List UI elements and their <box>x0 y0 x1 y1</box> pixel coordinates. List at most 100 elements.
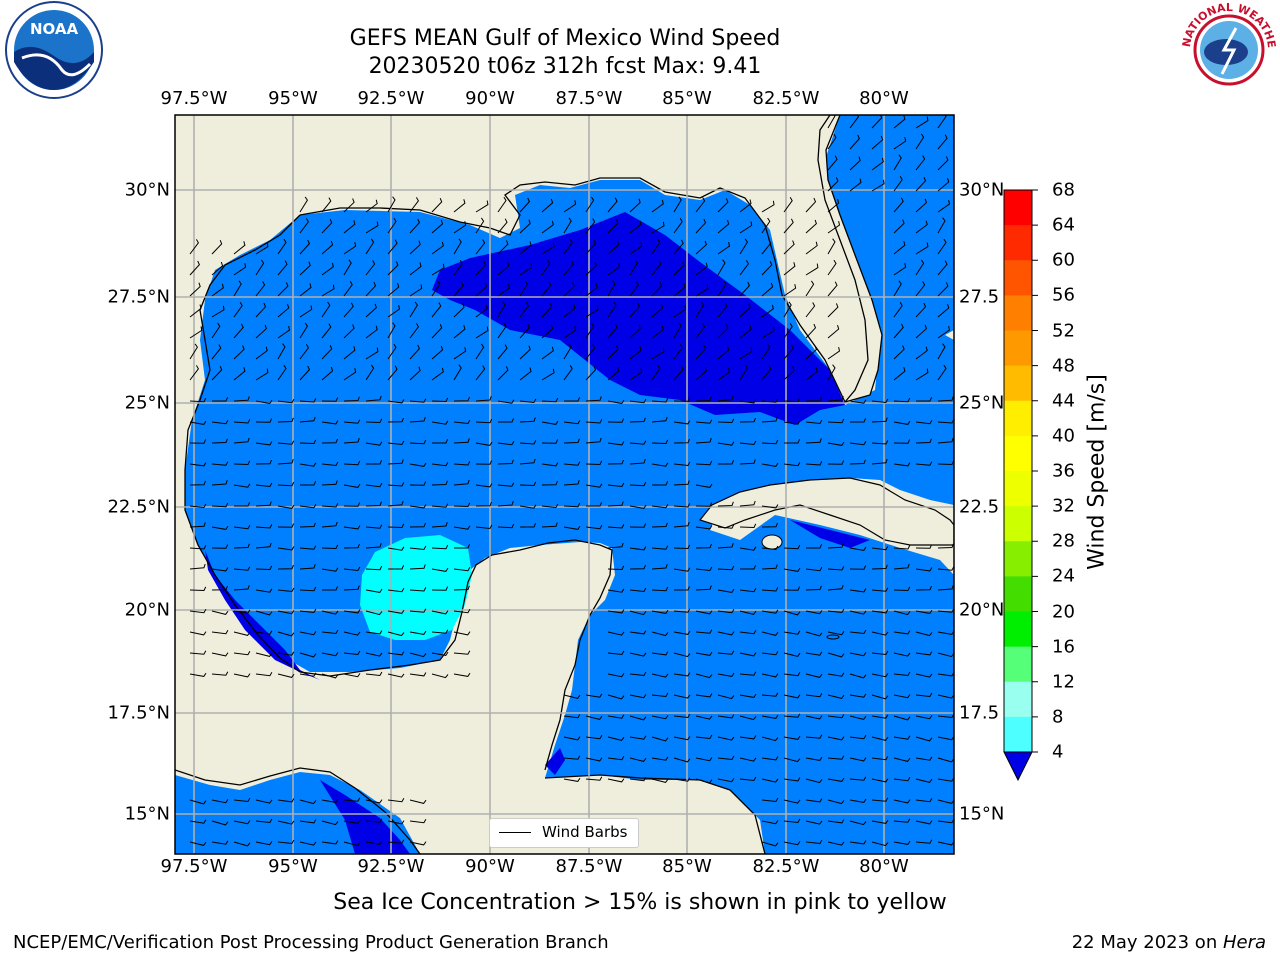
lat-tick-right: 27.5 <box>959 286 1000 308</box>
wind-barb <box>233 673 251 678</box>
wind-barb <box>695 344 707 360</box>
wind-barb <box>717 736 735 741</box>
wind-barb <box>233 301 243 318</box>
wind-barb <box>893 610 911 616</box>
wind-barb <box>387 440 405 446</box>
wind-barb <box>431 503 449 508</box>
wind-barb <box>651 736 669 742</box>
wind-barb <box>783 671 801 677</box>
wind-barb <box>827 755 845 760</box>
wind-barb <box>893 241 906 255</box>
wind-barb <box>673 305 687 318</box>
wind-barb <box>387 261 399 276</box>
wind-barb <box>915 756 933 761</box>
wind-barb <box>475 282 487 297</box>
wind-barb <box>255 399 273 404</box>
wind-barb <box>453 608 471 614</box>
wind-barb <box>651 673 669 678</box>
wind-barb <box>651 221 665 234</box>
florida-land <box>817 115 883 404</box>
wind-barb <box>717 565 735 571</box>
wind-barb <box>189 522 206 528</box>
wind-barb <box>673 567 691 572</box>
wind-barb <box>937 343 946 360</box>
wind-barb <box>607 441 625 446</box>
wind-barb <box>871 135 884 150</box>
wind-barb <box>255 302 267 318</box>
lon-tick-top: 85°W <box>662 88 712 109</box>
wind-barb <box>695 629 713 634</box>
wind-barb <box>475 260 487 276</box>
wind-barb <box>454 544 471 549</box>
wind-barb <box>453 347 467 360</box>
wind-barb <box>915 609 933 614</box>
wind-barb <box>849 798 867 803</box>
wind-barb <box>409 799 427 804</box>
wind-barb <box>453 585 470 591</box>
wind-barb <box>343 631 361 636</box>
wind-barb <box>343 220 356 234</box>
wind-barb <box>739 221 753 234</box>
wind-barb <box>827 303 839 318</box>
wind-barb <box>277 364 287 381</box>
wind-barb <box>255 671 273 677</box>
wind-barb <box>651 522 668 528</box>
wind-barb <box>717 418 735 424</box>
wind-barb <box>937 460 954 466</box>
wind-barb <box>915 176 927 192</box>
wind-barb <box>827 799 845 805</box>
wind-barb <box>893 776 911 782</box>
wind-barb <box>541 522 558 528</box>
wind-barb <box>409 417 426 423</box>
wind-barb <box>189 239 199 255</box>
lon-tick-top: 80°W <box>859 88 909 109</box>
wind-barb <box>519 345 531 360</box>
wind-barb <box>189 326 203 339</box>
wind-barb <box>585 715 603 720</box>
wind-barb <box>277 481 295 487</box>
wind-barb <box>739 652 757 657</box>
wind-barb <box>255 652 273 657</box>
wind-barb <box>233 820 251 825</box>
wind-barb <box>849 565 867 570</box>
wind-barb <box>783 366 795 381</box>
wind-barb <box>849 757 867 762</box>
wind-barb <box>673 420 691 425</box>
wind-barb <box>673 365 684 381</box>
wind-barb <box>937 585 954 591</box>
wind-barb <box>827 652 845 658</box>
wind-barb <box>717 694 735 700</box>
wind-barb <box>871 650 889 656</box>
wind-barb <box>453 325 466 339</box>
wind-barb <box>695 419 713 424</box>
wind-barb <box>497 218 508 234</box>
wind-barb <box>805 241 818 255</box>
wind-barb <box>431 673 449 679</box>
wind-barb <box>717 672 735 677</box>
wind-barb <box>915 651 933 656</box>
wind-barb <box>761 797 779 803</box>
wind-barb <box>937 364 947 381</box>
wind-barb <box>255 281 266 297</box>
wind-barb <box>365 418 383 424</box>
wind-barb <box>871 673 889 678</box>
wind-barb <box>783 262 796 276</box>
wind-barb <box>365 565 383 571</box>
wind-barb <box>651 439 669 445</box>
wind-barb <box>871 736 889 741</box>
wind-barb <box>299 841 317 846</box>
colorbar-tick-label: 36 <box>1052 460 1075 482</box>
wind-barb <box>827 819 845 824</box>
wind-barb <box>849 693 867 698</box>
wind-barb <box>343 543 360 549</box>
wind-barb <box>585 757 603 762</box>
wind-barb <box>783 630 801 635</box>
colorbar-tick-label: 52 <box>1052 320 1075 341</box>
wind-barb <box>321 420 339 425</box>
wind-barb <box>827 115 836 129</box>
wind-barb <box>519 241 532 255</box>
wind-barb <box>915 461 933 466</box>
wind-barb <box>453 438 470 444</box>
wind-barb <box>211 480 228 486</box>
wind-barb <box>563 438 580 444</box>
